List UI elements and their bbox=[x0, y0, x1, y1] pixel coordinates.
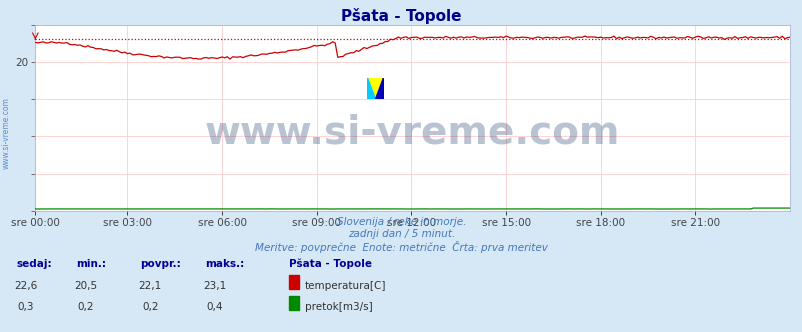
Polygon shape bbox=[367, 78, 383, 99]
Text: 22,1: 22,1 bbox=[139, 281, 161, 290]
Text: Pšata - Topole: Pšata - Topole bbox=[289, 259, 371, 270]
Text: 0,4: 0,4 bbox=[206, 302, 222, 312]
Text: 22,6: 22,6 bbox=[14, 281, 37, 290]
Text: povpr.:: povpr.: bbox=[140, 259, 181, 269]
Text: temperatura[C]: temperatura[C] bbox=[305, 281, 386, 290]
Text: maks.:: maks.: bbox=[205, 259, 244, 269]
Text: www.si-vreme.com: www.si-vreme.com bbox=[205, 114, 620, 152]
Polygon shape bbox=[375, 78, 383, 99]
Text: sedaj:: sedaj: bbox=[16, 259, 51, 269]
Text: www.si-vreme.com: www.si-vreme.com bbox=[2, 97, 11, 169]
Text: 0,3: 0,3 bbox=[18, 302, 34, 312]
Text: 23,1: 23,1 bbox=[203, 281, 225, 290]
Text: Meritve: povprečne  Enote: metrične  Črta: prva meritev: Meritve: povprečne Enote: metrične Črta:… bbox=[255, 241, 547, 253]
Text: Slovenija / reke in morje.: Slovenija / reke in morje. bbox=[336, 217, 466, 227]
Text: 0,2: 0,2 bbox=[78, 302, 94, 312]
Text: zadnji dan / 5 minut.: zadnji dan / 5 minut. bbox=[347, 229, 455, 239]
Text: 20,5: 20,5 bbox=[75, 281, 97, 290]
Text: Pšata - Topole: Pšata - Topole bbox=[341, 8, 461, 24]
Text: 0,2: 0,2 bbox=[142, 302, 158, 312]
Polygon shape bbox=[367, 78, 375, 99]
Text: pretok[m3/s]: pretok[m3/s] bbox=[305, 302, 372, 312]
Text: min.:: min.: bbox=[76, 259, 106, 269]
